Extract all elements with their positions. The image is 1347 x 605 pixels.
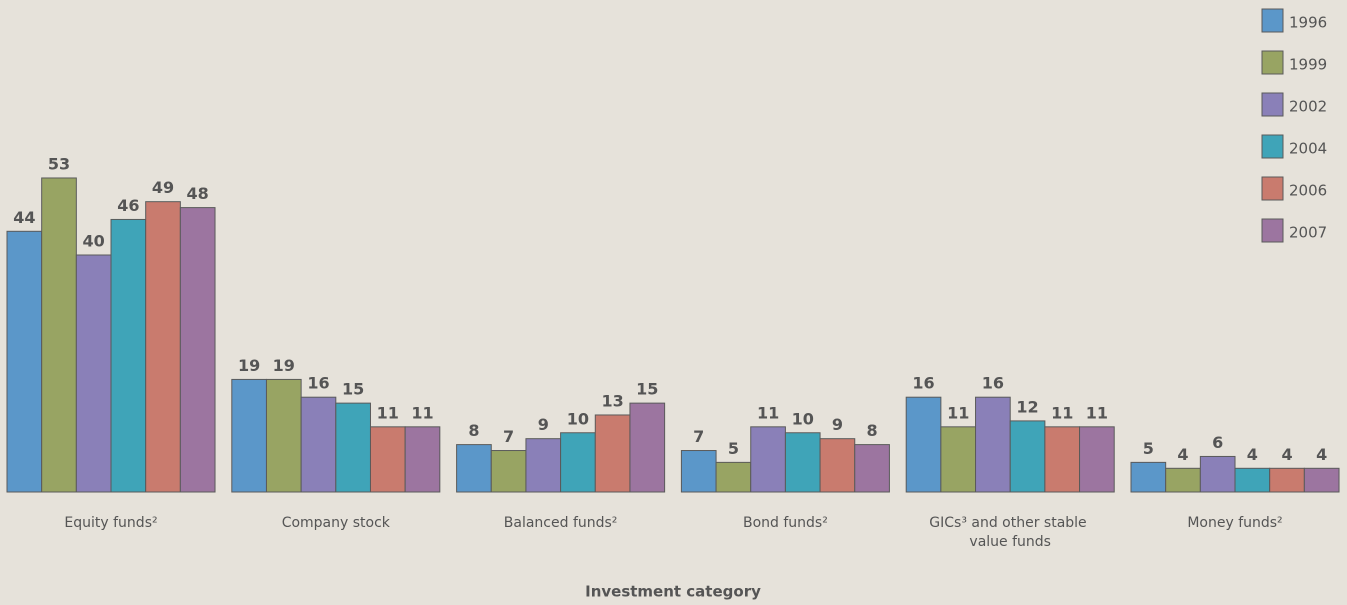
legend-label: 2004 <box>1289 140 1327 158</box>
data-label: 5 <box>1143 439 1154 458</box>
bar <box>1009 420 1046 493</box>
x-tick-label: GICs³ and other stable value funds <box>929 515 1091 550</box>
legend-swatch <box>1261 8 1284 33</box>
data-label: 4 <box>1281 445 1292 464</box>
bar <box>404 426 441 493</box>
x-tick-label: Money funds² <box>1187 515 1282 531</box>
bar <box>179 207 216 493</box>
bar <box>490 450 527 493</box>
bar <box>975 396 1011 493</box>
bar <box>369 426 406 493</box>
data-label: 9 <box>832 415 843 434</box>
data-label: 10 <box>792 409 814 428</box>
bar <box>456 444 492 493</box>
data-label: 4 <box>1177 445 1188 464</box>
data-label: 11 <box>377 403 399 422</box>
data-label: 19 <box>238 356 260 375</box>
x-tick-label: Equity funds² <box>64 515 157 531</box>
data-label: 16 <box>307 374 329 393</box>
bar <box>1199 455 1236 493</box>
bar <box>1269 467 1305 493</box>
bar <box>110 218 147 493</box>
data-label: 40 <box>83 232 105 251</box>
bar <box>819 438 856 493</box>
bar <box>265 378 302 493</box>
data-label: 7 <box>693 427 704 446</box>
legend-swatch <box>1261 92 1284 117</box>
legend-label: 1999 <box>1289 56 1327 74</box>
data-label: 12 <box>1016 397 1038 416</box>
legend-label: 1996 <box>1289 14 1327 32</box>
data-label: 9 <box>538 415 549 434</box>
bar <box>41 177 77 493</box>
data-label: 4 <box>1247 445 1258 464</box>
x-tick-label: Balanced funds² <box>504 515 618 531</box>
bar <box>629 402 666 493</box>
data-label: 16 <box>982 374 1004 393</box>
data-label: 11 <box>411 403 433 422</box>
bar <box>784 432 821 493</box>
x-tick-label: Company stock <box>282 515 391 531</box>
data-label: 15 <box>636 380 658 399</box>
bar <box>525 438 562 493</box>
x-tick-label: Bond funds² <box>743 515 828 531</box>
data-label: 49 <box>152 178 174 197</box>
bar <box>1234 467 1271 493</box>
data-label: 7 <box>503 427 514 446</box>
data-label: 16 <box>912 374 934 393</box>
data-label: 8 <box>867 421 878 440</box>
bar <box>680 450 717 493</box>
x-axis-label: Investment category <box>585 583 761 601</box>
bar <box>1165 467 1201 493</box>
data-label: 11 <box>1086 403 1108 422</box>
bar <box>145 201 181 493</box>
data-label: 13 <box>601 391 623 410</box>
bar <box>1079 426 1115 493</box>
bar <box>75 254 112 493</box>
data-label: 8 <box>468 421 479 440</box>
legend-swatch <box>1261 176 1284 201</box>
bar <box>854 444 890 493</box>
data-label: 4 <box>1316 445 1327 464</box>
data-label: 44 <box>13 208 35 227</box>
bar <box>560 432 596 493</box>
bar <box>905 396 942 493</box>
data-label: 5 <box>728 439 739 458</box>
bar <box>1044 426 1081 493</box>
bar <box>300 396 337 493</box>
data-label: 10 <box>567 409 589 428</box>
bar <box>335 402 371 493</box>
data-label: 11 <box>947 403 969 422</box>
bar <box>231 378 267 493</box>
bar <box>750 426 786 493</box>
data-label: 6 <box>1212 433 1223 452</box>
legend-swatch <box>1261 50 1284 75</box>
data-label: 48 <box>187 184 209 203</box>
legend-label: 2006 <box>1289 182 1327 200</box>
legend-swatch <box>1261 218 1284 243</box>
bar <box>594 414 631 493</box>
data-label: 11 <box>757 403 779 422</box>
bar <box>940 426 977 493</box>
data-label: 11 <box>1051 403 1073 422</box>
bar <box>6 230 43 493</box>
bar <box>715 461 752 493</box>
data-label: 46 <box>117 196 139 215</box>
bar <box>1303 467 1340 493</box>
data-label: 53 <box>48 154 70 173</box>
data-label: 19 <box>273 356 295 375</box>
legend-label: 2007 <box>1289 224 1327 242</box>
data-label: 15 <box>342 380 364 399</box>
legend-label: 2002 <box>1289 98 1327 116</box>
legend-swatch <box>1261 134 1284 159</box>
bar <box>1130 461 1167 493</box>
